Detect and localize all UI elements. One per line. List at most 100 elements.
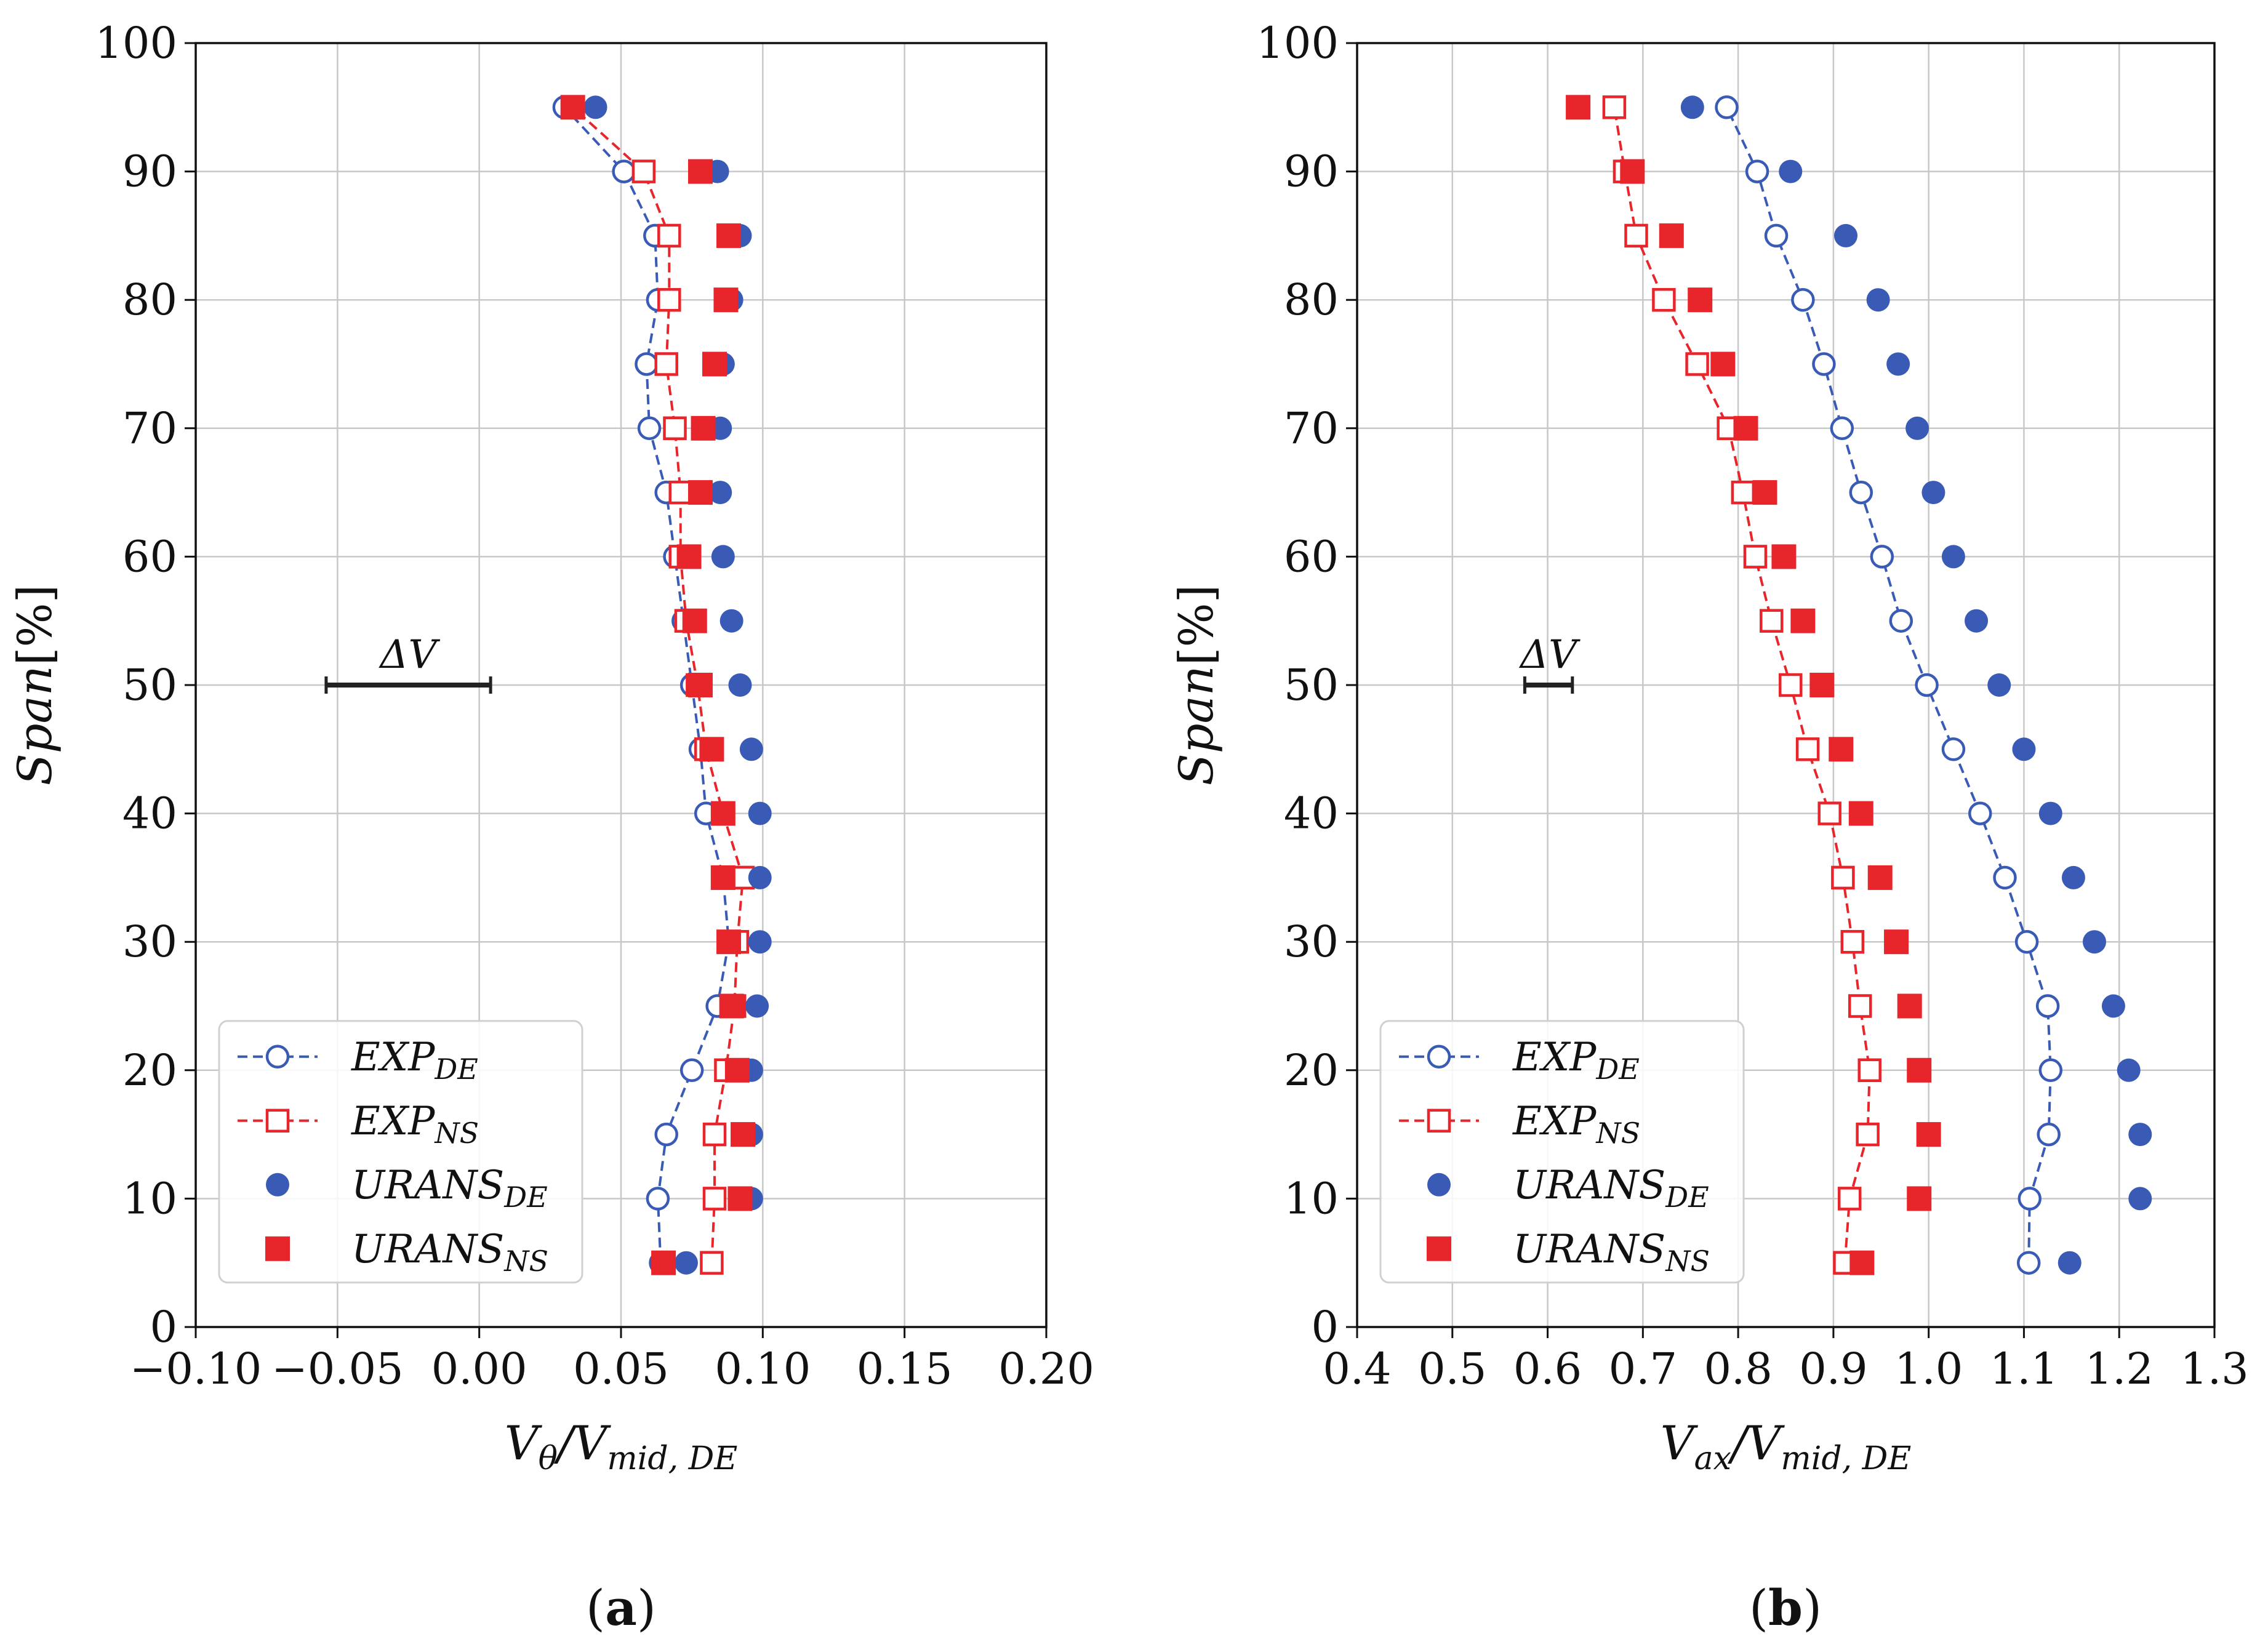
urans-de-point [1886, 352, 1910, 376]
exp-ns-point [1602, 95, 1627, 119]
urans-de-point [2117, 1058, 2141, 1082]
y-tick-label: 90 [1284, 146, 1339, 197]
legend-urans-de-label: URANSDE [351, 1163, 548, 1214]
legend-exp-ns-marker [1427, 1109, 1451, 1133]
urans-ns-point [1907, 1186, 1932, 1211]
x-tick-label: 0.6 [1513, 1344, 1582, 1394]
y-axis: 0 10 20 30 40 50 60 70 80 90 100 [95, 18, 196, 1352]
exp-ns-point [663, 416, 687, 441]
urans-de-point [1866, 288, 1890, 312]
exp-de-point [637, 416, 662, 441]
legend-exp-de-marker [1427, 1045, 1451, 1069]
urans-ns-point [687, 159, 713, 184]
exp-de-point [1889, 609, 1913, 633]
urans-de-point [2082, 930, 2106, 954]
urans-de-point [2061, 865, 2085, 889]
exp-ns-point [1685, 352, 1709, 376]
urans-ns-point [702, 351, 727, 377]
urans-ns-point [560, 95, 585, 120]
urans-ns-point [731, 1122, 756, 1147]
exp-de-point [2016, 1251, 2041, 1275]
exp-ns-point [1760, 609, 1784, 633]
y-tick-label: 40 [1284, 788, 1339, 839]
urans-ns-point [1710, 351, 1736, 377]
exp-ns-point [631, 159, 656, 183]
urans-ns-point [716, 929, 742, 955]
urans-de-point [1965, 609, 1989, 633]
y-tick-label: 0 [150, 1302, 177, 1352]
x-tick-label: 0.00 [431, 1344, 527, 1394]
x-tick-label: 0.7 [1609, 1344, 1677, 1394]
exp-de-point [1941, 737, 1966, 761]
exp-ns-point [1840, 929, 1865, 954]
legend-urans-de-label: URANSDE [1513, 1163, 1709, 1214]
y-axis-label: Span[%] [7, 585, 62, 786]
x-tick-label: 0.5 [1418, 1344, 1486, 1394]
delta-v-annotation: ΔV [1518, 632, 1581, 694]
y-tick-label: 60 [1284, 531, 1339, 582]
exp-ns-point [668, 480, 692, 505]
exp-de-point [2018, 1187, 2042, 1211]
legend-box [1379, 1020, 1745, 1284]
x-tick-label: 0.4 [1323, 1344, 1391, 1394]
y-tick-label: 70 [1284, 403, 1339, 454]
urans-de-point [1680, 95, 1704, 119]
legend-exp-ns-label: EXPNS [351, 1099, 479, 1150]
exp-de-point [646, 1187, 670, 1211]
exp-ns-point [1817, 801, 1841, 825]
exp-de-point [1791, 287, 1815, 312]
urans-ns-point [682, 608, 707, 633]
y-tick-label: 80 [122, 275, 177, 325]
legend-exp-ns-label: EXPNS [1512, 1099, 1640, 1150]
urans-de-point [674, 1251, 698, 1275]
legend-urans-ns-marker [265, 1236, 290, 1261]
exp-de-point [1764, 223, 1789, 248]
delta-v-label: ΔV [1518, 632, 1581, 678]
panel-b-chart: 0.4 0.5 0.6 0.7 0.8 0.9 1.0 1.1 1.2 1.3 0 10 20 30 40 5… [1169, 18, 2249, 1637]
y-tick-label: 30 [122, 916, 177, 967]
legend: EXPDE EXPNS URANSDE URANSNS [218, 1020, 583, 1284]
legend-urans-de-marker [266, 1173, 289, 1197]
exp-ns-point [1624, 223, 1648, 248]
x-axis: 0.4 0.5 0.6 0.7 0.8 0.9 1.0 1.1 1.2 1.3 [1323, 1327, 2249, 1394]
exp-ns-point [1857, 1058, 1881, 1083]
exp-de-point [612, 159, 636, 183]
urans-ns-point [716, 223, 742, 248]
exp-de-point [679, 1058, 704, 1083]
x-tick-label: −0.05 [271, 1344, 404, 1394]
exp-ns-point [1731, 480, 1755, 505]
urans-de-point [1905, 416, 1929, 440]
urans-ns-point [1733, 415, 1758, 441]
exp-ns-point [1795, 737, 1820, 761]
y-tick-label: 100 [1256, 18, 1339, 68]
x-tick-label: 1.0 [1894, 1344, 1963, 1394]
y-tick-label: 100 [95, 18, 177, 68]
urans-ns-point [1790, 608, 1816, 633]
exp-ns-point [700, 1251, 724, 1275]
urans-ns-point [676, 544, 702, 569]
urans-de-point [748, 865, 772, 889]
exp-de-point [1715, 95, 1739, 119]
series-group [552, 95, 772, 1275]
x-tick-label: 0.05 [573, 1344, 669, 1394]
x-axis-label: Vθ/Vmid, DE [505, 1416, 738, 1477]
urans-de-point [1921, 481, 1945, 505]
exp-de-point [2038, 1058, 2063, 1083]
legend-exp-de-label: EXPDE [1512, 1035, 1640, 1086]
urans-ns-point [687, 480, 713, 505]
exp-de-point [2035, 994, 2060, 1018]
exp-de-point [1830, 416, 1854, 441]
y-tick-label: 40 [122, 788, 177, 839]
urans-ns-point [651, 1250, 676, 1275]
y-tick-label: 30 [1284, 916, 1339, 967]
urans-ns-point [1884, 929, 1909, 955]
y-axis: 0 10 20 30 40 50 60 70 80 90 100 [1256, 18, 1357, 1352]
urans-de-point [719, 609, 743, 633]
exp-ns-point [1848, 994, 1872, 1018]
exp-de-point [1812, 352, 1836, 376]
exp-ns-point [1831, 865, 1855, 890]
urans-ns-point [1867, 865, 1893, 890]
urans-ns-point [724, 1057, 750, 1083]
y-tick-label: 60 [122, 531, 177, 582]
exp-ns-point [1652, 287, 1676, 312]
